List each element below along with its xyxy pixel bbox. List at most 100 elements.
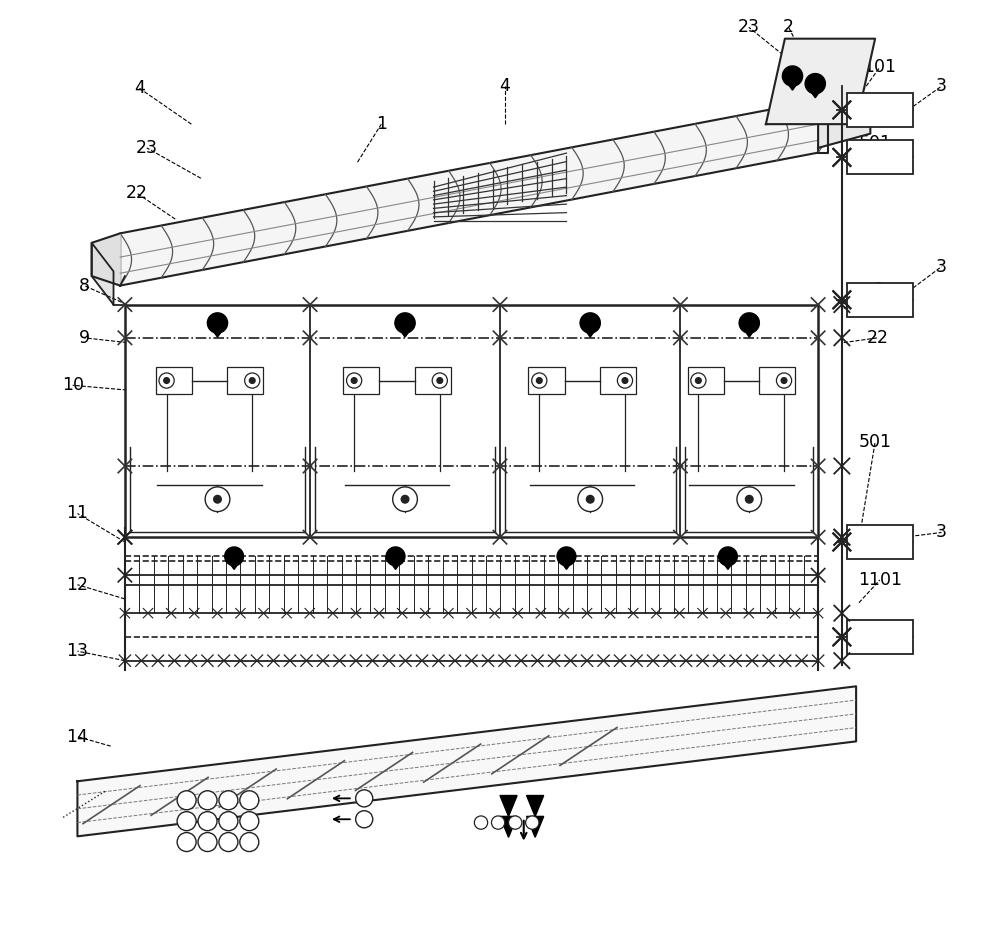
Bar — [847, 282, 913, 317]
Polygon shape — [395, 323, 415, 337]
Text: 501: 501 — [859, 134, 892, 152]
Circle shape — [532, 373, 547, 388]
Bar — [343, 367, 379, 394]
Polygon shape — [500, 796, 517, 816]
Text: 2: 2 — [783, 18, 794, 36]
Text: 22: 22 — [126, 184, 148, 203]
Circle shape — [781, 378, 787, 383]
Text: 8: 8 — [872, 281, 883, 300]
Circle shape — [347, 373, 362, 388]
Bar — [759, 367, 795, 394]
Circle shape — [586, 495, 594, 503]
Polygon shape — [557, 547, 576, 566]
Circle shape — [198, 791, 217, 809]
Bar — [847, 141, 913, 174]
Polygon shape — [805, 84, 825, 98]
Bar — [125, 304, 818, 537]
Circle shape — [198, 811, 217, 830]
Circle shape — [205, 487, 230, 512]
Circle shape — [737, 487, 762, 512]
Text: 3: 3 — [936, 523, 947, 541]
Text: 9: 9 — [79, 329, 90, 347]
Circle shape — [578, 487, 603, 512]
Bar — [156, 367, 192, 394]
Polygon shape — [782, 66, 803, 87]
Circle shape — [509, 816, 522, 829]
Bar — [847, 620, 913, 654]
Polygon shape — [719, 547, 737, 566]
Circle shape — [474, 816, 488, 829]
Polygon shape — [818, 106, 870, 148]
Circle shape — [240, 791, 259, 809]
Circle shape — [622, 378, 628, 383]
Circle shape — [198, 832, 217, 851]
Circle shape — [745, 495, 753, 503]
Polygon shape — [207, 313, 228, 333]
Text: 22: 22 — [867, 329, 889, 347]
Polygon shape — [527, 796, 544, 816]
Circle shape — [401, 495, 409, 503]
Polygon shape — [225, 547, 243, 566]
Text: 3: 3 — [936, 258, 947, 276]
Circle shape — [437, 378, 443, 383]
Polygon shape — [557, 556, 576, 570]
Polygon shape — [580, 313, 600, 333]
Text: 501: 501 — [859, 434, 892, 452]
Bar — [847, 93, 913, 127]
Text: 4: 4 — [134, 79, 145, 97]
Text: 23: 23 — [136, 139, 158, 157]
Polygon shape — [500, 816, 517, 837]
Circle shape — [177, 791, 196, 809]
Circle shape — [249, 378, 255, 383]
Text: 101: 101 — [863, 58, 896, 76]
Bar — [415, 367, 451, 394]
Circle shape — [351, 378, 357, 383]
Bar — [600, 367, 636, 394]
Text: 14: 14 — [66, 728, 88, 746]
Circle shape — [177, 832, 196, 851]
Circle shape — [356, 790, 373, 806]
Circle shape — [164, 378, 169, 383]
Text: 11: 11 — [66, 504, 88, 522]
Circle shape — [393, 487, 417, 512]
Bar — [528, 367, 565, 394]
Circle shape — [617, 373, 633, 388]
Polygon shape — [120, 101, 818, 285]
Text: 8: 8 — [79, 277, 90, 295]
Text: 1: 1 — [376, 115, 387, 133]
Circle shape — [356, 810, 373, 827]
Polygon shape — [225, 556, 243, 570]
Polygon shape — [739, 323, 759, 337]
Text: 23: 23 — [738, 18, 760, 36]
Polygon shape — [77, 687, 856, 836]
Text: 13: 13 — [66, 642, 88, 660]
Text: 10: 10 — [62, 377, 84, 395]
Polygon shape — [805, 73, 825, 94]
Bar — [847, 525, 913, 559]
Circle shape — [245, 373, 260, 388]
Polygon shape — [782, 76, 803, 90]
Circle shape — [219, 811, 238, 830]
Circle shape — [240, 832, 259, 851]
Polygon shape — [739, 313, 759, 333]
Text: 4: 4 — [499, 77, 510, 95]
Polygon shape — [719, 556, 737, 570]
Circle shape — [219, 791, 238, 809]
Circle shape — [776, 373, 792, 388]
Circle shape — [214, 495, 221, 503]
Polygon shape — [386, 547, 405, 566]
Circle shape — [240, 811, 259, 830]
Circle shape — [696, 378, 701, 383]
Polygon shape — [92, 243, 114, 304]
Bar — [688, 367, 724, 394]
Text: 12: 12 — [66, 575, 88, 593]
Text: 3: 3 — [936, 77, 947, 95]
Polygon shape — [527, 816, 544, 837]
Circle shape — [177, 811, 196, 830]
Polygon shape — [766, 39, 875, 125]
Circle shape — [491, 816, 505, 829]
Circle shape — [159, 373, 174, 388]
Polygon shape — [386, 556, 405, 570]
Polygon shape — [92, 233, 120, 285]
Circle shape — [432, 373, 447, 388]
